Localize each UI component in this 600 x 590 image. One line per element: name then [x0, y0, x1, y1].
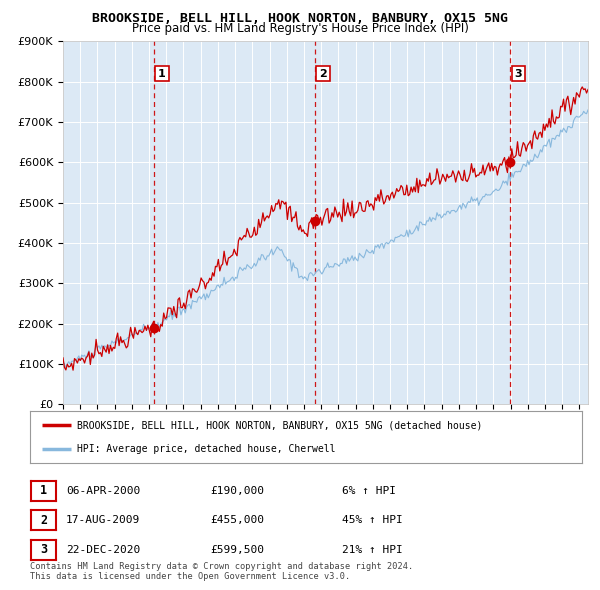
Text: BROOKSIDE, BELL HILL, HOOK NORTON, BANBURY, OX15 5NG: BROOKSIDE, BELL HILL, HOOK NORTON, BANBU… [92, 12, 508, 25]
Text: 21% ↑ HPI: 21% ↑ HPI [342, 545, 403, 555]
Text: 1: 1 [158, 68, 166, 78]
Text: £455,000: £455,000 [210, 516, 264, 525]
Text: 06-APR-2000: 06-APR-2000 [66, 486, 140, 496]
Text: 3: 3 [514, 68, 522, 78]
Text: £190,000: £190,000 [210, 486, 264, 496]
Text: 3: 3 [40, 543, 47, 556]
Text: 45% ↑ HPI: 45% ↑ HPI [342, 516, 403, 525]
Text: 6% ↑ HPI: 6% ↑ HPI [342, 486, 396, 496]
Text: HPI: Average price, detached house, Cherwell: HPI: Average price, detached house, Cher… [77, 444, 335, 454]
Text: Price paid vs. HM Land Registry's House Price Index (HPI): Price paid vs. HM Land Registry's House … [131, 22, 469, 35]
Text: BROOKSIDE, BELL HILL, HOOK NORTON, BANBURY, OX15 5NG (detached house): BROOKSIDE, BELL HILL, HOOK NORTON, BANBU… [77, 420, 482, 430]
Text: 2: 2 [319, 68, 327, 78]
Text: 2: 2 [40, 514, 47, 527]
Text: Contains HM Land Registry data © Crown copyright and database right 2024.
This d: Contains HM Land Registry data © Crown c… [30, 562, 413, 581]
Text: 22-DEC-2020: 22-DEC-2020 [66, 545, 140, 555]
Text: 1: 1 [40, 484, 47, 497]
Text: £599,500: £599,500 [210, 545, 264, 555]
Text: 17-AUG-2009: 17-AUG-2009 [66, 516, 140, 525]
